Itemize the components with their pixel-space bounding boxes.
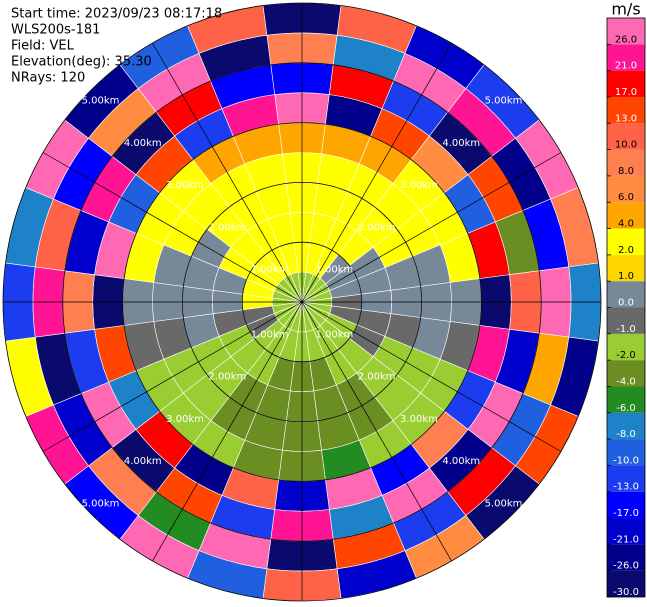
info-line: Start time: 2023/09/23 08:17:18	[11, 7, 222, 22]
colorbar-bin	[607, 96, 645, 124]
radial-line	[152, 301, 303, 562]
colorbar-tick-label: 4.0	[618, 219, 634, 230]
colorbar-bin	[607, 254, 645, 282]
colorbar-bin	[607, 175, 645, 203]
ring-label: 5.00km	[485, 499, 523, 510]
ring-label: 1.00km	[315, 265, 353, 276]
polar-grid	[2, 2, 602, 602]
ring-label: 1.00km	[315, 329, 353, 340]
radial-line	[42, 301, 303, 452]
ring-label: 2.00km	[208, 222, 246, 233]
ring-label: 4.00km	[124, 138, 162, 149]
colorbar-tick-label: 26.0	[615, 34, 637, 45]
colorbar-bin	[607, 44, 645, 71]
colorbar-tick-label: 10.0	[615, 140, 637, 151]
colorbar-bin	[607, 491, 645, 519]
ring-label: 2.00km	[358, 372, 396, 383]
info-block: Start time: 2023/09/23 08:17:18WLS200s-1…	[11, 7, 222, 86]
colorbar-tick-label: 2.0	[618, 245, 634, 256]
ring-label: 2.00km	[358, 222, 396, 233]
colorbar-bin	[607, 465, 645, 492]
colorbar-bin	[607, 281, 645, 308]
ring-label: 4.00km	[442, 138, 480, 149]
colorbar-tick-label: 0.0	[618, 298, 634, 309]
ring-label: 4.00km	[124, 456, 162, 467]
colorbar-bin	[607, 202, 645, 229]
colorbar-tick-label: -6.0	[616, 403, 636, 414]
colorbar-bin	[607, 307, 645, 334]
ring-label: 2.00km	[208, 372, 246, 383]
colorbar-tick-label: -13.0	[613, 482, 639, 493]
colorbar-bin	[607, 570, 645, 597]
ring-label: 5.00km	[485, 95, 523, 106]
colorbar-tick-label: 6.0	[618, 192, 634, 203]
colorbar-bin	[607, 439, 645, 466]
colorbar-bin	[607, 360, 645, 387]
colorbar: m/s 26.0 21.0 17.0 13.0 10.0 8.0 6.0 4.0 2.0 1.0 0.…	[606, 0, 646, 598]
colorbar-tick-label: -30.0	[613, 587, 639, 598]
ring-labels: 1.00km 1.00km 1.00km 1.00km 2.00km 2.00km 2.00…	[82, 95, 523, 509]
range-ring	[241, 241, 363, 363]
colorbar-tick-label: -4.0	[616, 376, 636, 387]
colorbar-tick-label: 8.0	[618, 166, 634, 177]
colorbar-bin	[607, 228, 645, 255]
radial-line	[301, 301, 452, 562]
radial-line	[152, 42, 303, 303]
radial-line	[301, 301, 562, 452]
colorbar-tick-label: -2.0	[616, 350, 636, 361]
ring-label: 1.00km	[251, 265, 289, 276]
ppi-cells	[2, 2, 602, 602]
ring-label: 3.00km	[166, 180, 204, 191]
range-ring	[181, 181, 422, 422]
colorbar-tick-label: -10.0	[613, 455, 639, 466]
info-line: Field: VEL	[11, 39, 75, 54]
radial-line	[42, 152, 303, 303]
ring-label: 4.00km	[442, 456, 480, 467]
info-line: WLS200s-181	[11, 23, 100, 38]
colorbar-bin	[607, 123, 645, 150]
colorbar-tick-label: -1.0	[616, 324, 636, 335]
ring-label: 5.00km	[82, 95, 120, 106]
colorbar-tick-label: 1.0	[618, 271, 634, 282]
colorbar-bin	[607, 70, 645, 97]
radial-line	[301, 42, 452, 303]
range-ring	[62, 62, 542, 542]
colorbar-tick-label: -8.0	[616, 429, 636, 440]
colorbar-tick-label: -26.0	[613, 561, 639, 572]
colorbar-tick-label: 13.0	[615, 113, 637, 124]
info-line: NRays: 120	[11, 71, 85, 86]
radial-line	[301, 152, 562, 303]
info-line: Elevation(deg): 35.30	[11, 55, 152, 70]
ring-label: 5.00km	[82, 499, 120, 510]
colorbar-tick-label: 17.0	[615, 87, 637, 98]
ring-label: 3.00km	[400, 180, 438, 191]
colorbar-tick-label: -17.0	[613, 508, 639, 519]
colorbar-bin	[607, 333, 645, 361]
ring-label: 1.00km	[251, 329, 289, 340]
colorbar-tick-label: -21.0	[613, 534, 639, 545]
range-ring	[122, 122, 482, 482]
colorbar-bin	[607, 412, 645, 440]
ring-label: 3.00km	[166, 414, 204, 425]
colorbar-bin	[607, 386, 645, 413]
colorbar-bin	[607, 518, 645, 545]
colorbar-bin	[607, 544, 645, 571]
colorbar-bin	[607, 18, 645, 45]
ring-label: 3.00km	[400, 414, 438, 425]
range-ring	[2, 2, 602, 602]
colorbar-tick-label: 21.0	[615, 61, 637, 72]
colorbar-title: m/s	[611, 0, 640, 19]
colorbar-bin	[607, 149, 645, 176]
